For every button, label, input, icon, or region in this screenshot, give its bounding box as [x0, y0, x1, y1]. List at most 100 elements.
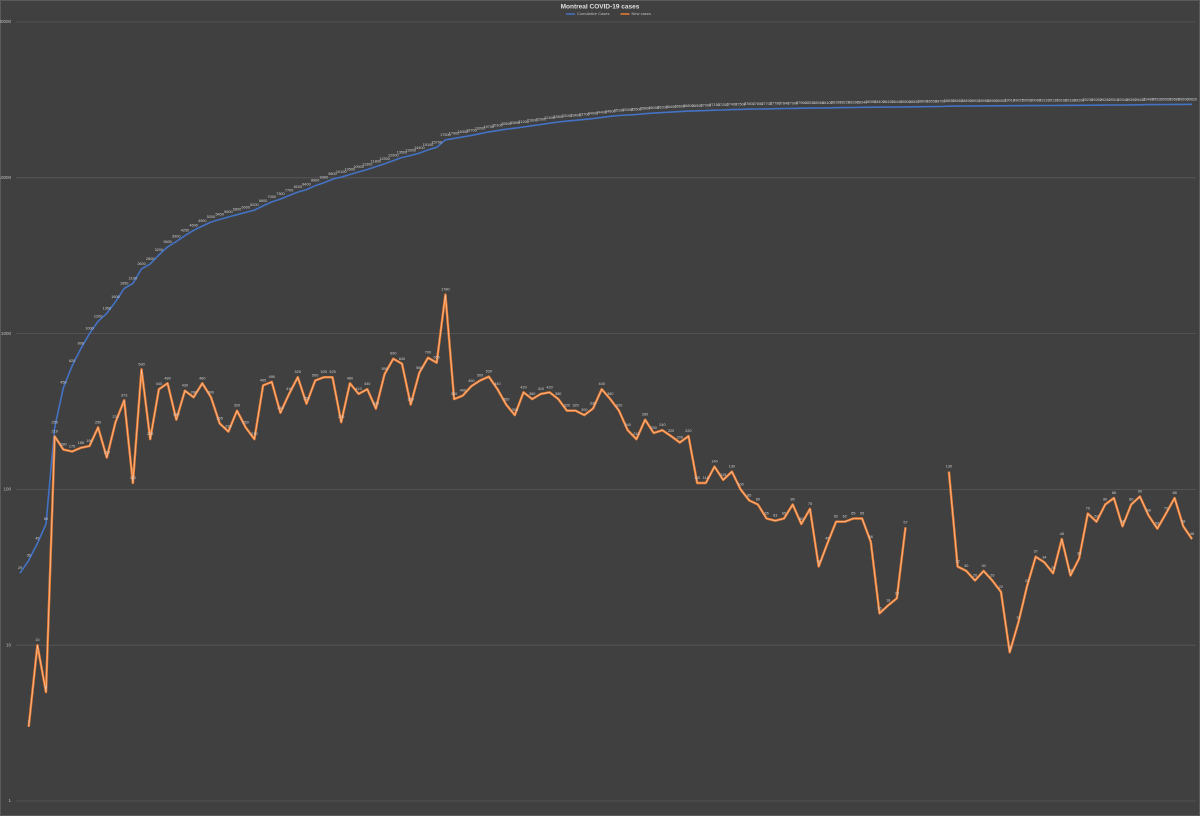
data-label: 19700	[484, 125, 495, 129]
data-label: 3200	[155, 248, 163, 252]
data-label: 380	[529, 392, 535, 396]
data-label: 20500	[501, 122, 512, 126]
data-label: 28950	[978, 99, 989, 103]
data-label: 80	[756, 497, 760, 501]
data-label: 27960	[796, 101, 807, 105]
data-label: 690	[390, 352, 396, 356]
data-label: 28420	[883, 100, 894, 104]
data-label: 32	[817, 559, 821, 563]
data-label: 180	[60, 443, 66, 447]
data-label: 620	[69, 359, 75, 363]
data-label: 45	[35, 536, 39, 540]
data-label: 25500	[631, 107, 642, 111]
data-label: 26900	[692, 104, 703, 108]
data-label: 373	[121, 393, 127, 397]
data-label: 28220	[839, 101, 850, 105]
data-label: 350	[503, 398, 509, 402]
data-label: 5200	[207, 215, 215, 219]
data-label: 29430	[1135, 98, 1146, 102]
data-label: 28160	[831, 101, 842, 105]
data-label: 30	[982, 564, 986, 568]
data-label: 14	[1016, 615, 1020, 619]
data-label: 2100	[129, 276, 137, 280]
data-label: 7300	[276, 192, 284, 196]
data-label: 29110	[1039, 99, 1049, 103]
chart-title: Montreal COVID-19 cases	[561, 4, 640, 11]
data-label: 80	[791, 497, 795, 501]
data-label: 6600	[259, 199, 267, 203]
data-label: 410	[286, 387, 292, 391]
data-label: 240	[659, 423, 665, 427]
data-label: 24400	[596, 110, 607, 114]
data-label: 62	[834, 515, 838, 519]
data-label: 29	[1051, 566, 1055, 570]
data-label: 560	[416, 366, 422, 370]
data-label: 140	[711, 460, 717, 464]
data-label: 30	[964, 564, 968, 568]
data-label: 65	[764, 512, 768, 516]
data-label: 6000	[241, 205, 249, 209]
data-label: 4600	[189, 223, 197, 227]
data-label: 265	[217, 416, 223, 420]
data-label: 11300	[362, 163, 372, 167]
data-label: 24800	[605, 109, 616, 113]
data-label: 8400	[302, 183, 310, 187]
data-label: 210	[633, 432, 639, 436]
data-label: 28390	[866, 100, 877, 104]
data-label: 22400	[544, 116, 555, 120]
data-label: 15700	[431, 140, 442, 144]
data-label: 390	[190, 390, 196, 394]
data-label: 10900	[353, 165, 364, 169]
data-label: 29560	[1161, 97, 1172, 101]
data-label: 440	[364, 382, 370, 386]
data-label: 420	[546, 385, 552, 389]
data-label: 15100	[423, 143, 434, 147]
data-label: 20	[895, 591, 899, 595]
data-label: 29025	[1013, 99, 1024, 103]
data-label: 525	[321, 370, 327, 374]
data-label: 400	[460, 389, 466, 393]
data-label: 4250	[181, 229, 189, 233]
data-label: 22	[999, 585, 1003, 589]
data-label: 380	[555, 392, 561, 396]
data-label: 37	[1034, 550, 1038, 554]
data-label: 250	[243, 420, 249, 424]
data-label: 70	[1164, 507, 1168, 511]
data-label: 320	[572, 404, 578, 408]
data-label: 27700	[761, 102, 772, 106]
y-tick-label: 1000	[1, 331, 12, 336]
y-tick-label: 1	[8, 798, 11, 803]
y-tick-label: 10	[6, 642, 12, 647]
data-label: 7700	[285, 188, 293, 192]
data-label: 58	[1181, 519, 1185, 523]
data-label: 28550	[909, 100, 920, 104]
data-label: 200	[677, 435, 683, 439]
data-label: 420	[520, 385, 526, 389]
series-line	[19, 103, 1193, 574]
data-label: 220	[668, 429, 674, 433]
data-label: 1000	[85, 327, 93, 331]
data-label: 550	[381, 367, 387, 371]
data-label: 250	[95, 420, 101, 424]
data-label: 410	[355, 387, 361, 391]
data-label: 62	[843, 515, 847, 519]
data-label: 23100	[562, 114, 573, 118]
data-label: 13900	[405, 149, 416, 153]
data-label: 34	[1042, 555, 1046, 559]
data-label: 58	[1120, 519, 1124, 523]
data-label: 32	[955, 559, 959, 563]
data-label: 190	[86, 439, 92, 443]
data-label: 26200	[657, 106, 668, 110]
data-label: 330	[590, 402, 596, 406]
data-label: 35	[27, 553, 31, 557]
data-label: 20800	[510, 121, 521, 125]
data-label: 80	[1103, 497, 1107, 501]
data-label: 65	[860, 512, 864, 516]
data-label: 24000	[588, 112, 599, 116]
data-label: 28830	[944, 99, 955, 103]
data-label: 280	[173, 413, 179, 417]
data-label: 26	[973, 574, 977, 578]
data-label: 60	[799, 517, 803, 521]
